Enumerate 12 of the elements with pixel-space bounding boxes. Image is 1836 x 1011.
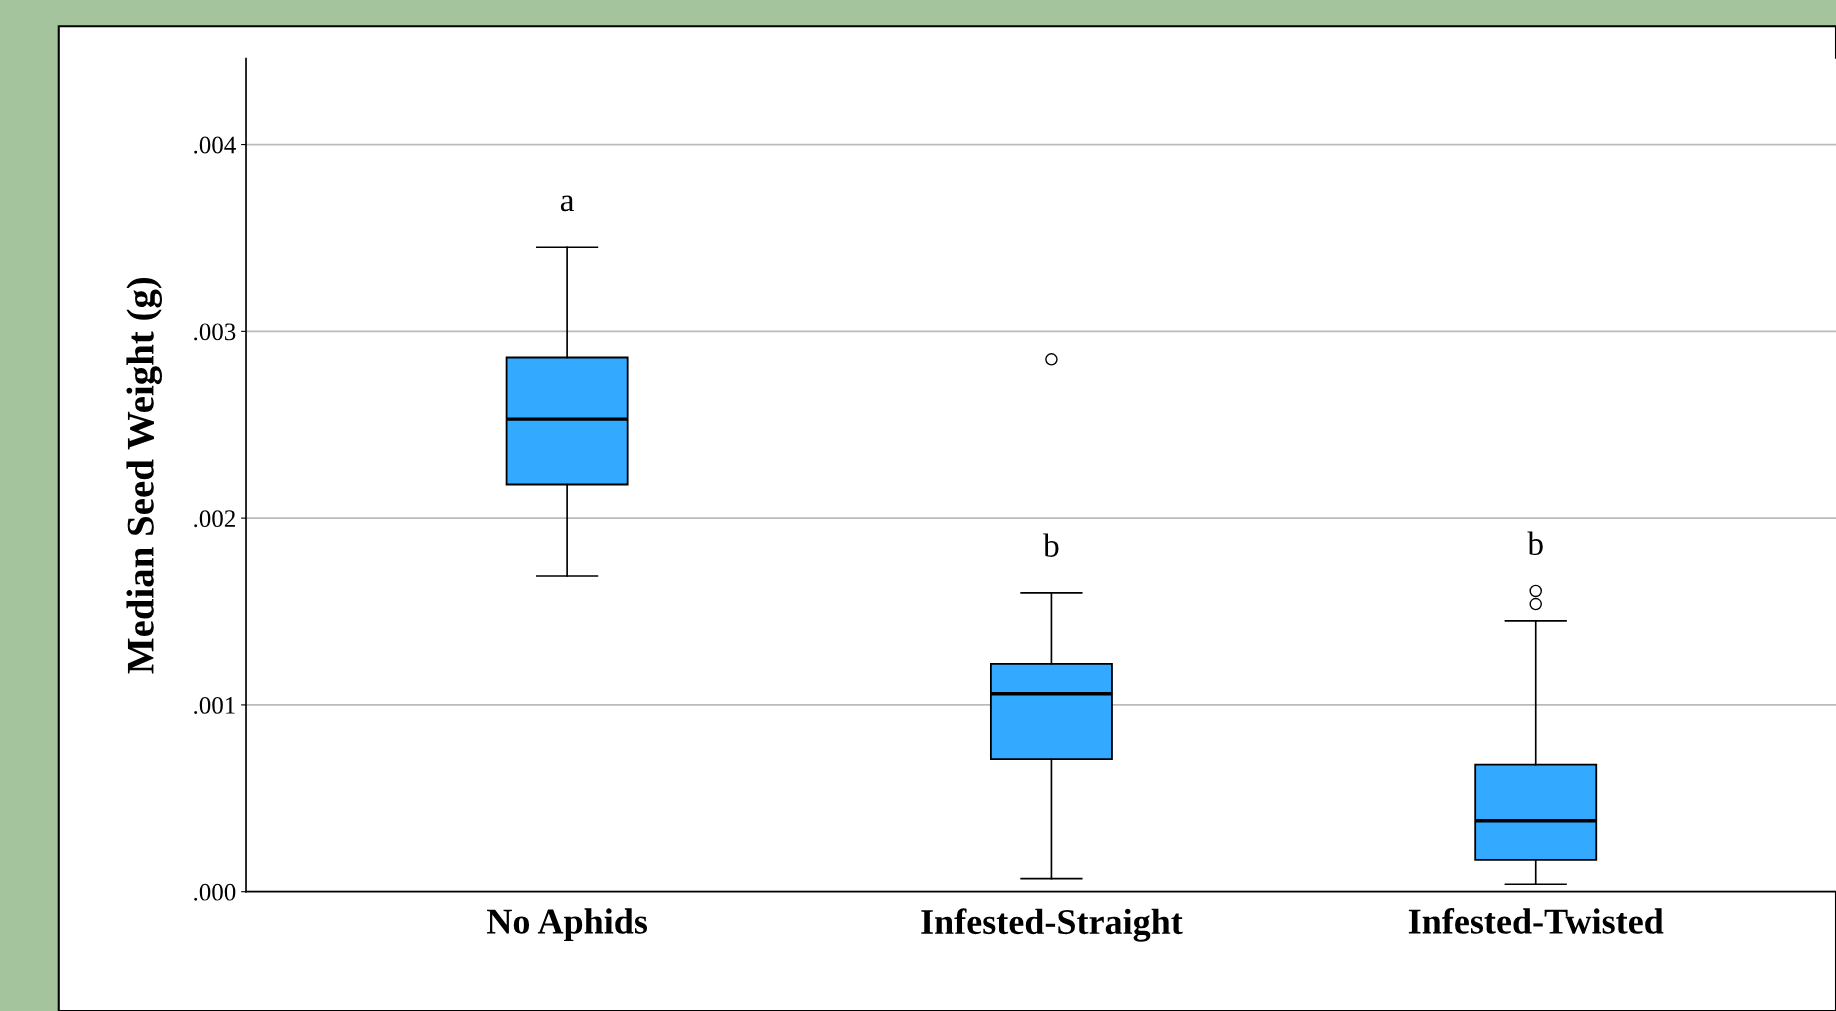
y-tick-label: .001 — [194, 696, 235, 714]
x-tick-label: Infested-Twisted — [1408, 908, 1664, 934]
annotation: b — [1043, 533, 1059, 557]
y-tick-label: .000 — [194, 883, 236, 901]
annotation: b — [1527, 531, 1543, 556]
y-tick-label: .003 — [194, 323, 236, 341]
annotation: a — [560, 195, 575, 212]
y-tick-label: .004 — [194, 136, 236, 154]
x-tick-label: Infested-Straight — [921, 908, 1183, 942]
x-tick-label: No Aphids — [487, 908, 648, 942]
y-tick-label: .002 — [194, 510, 235, 528]
y-axis-title: Median Seed Weight (g) — [126, 277, 162, 674]
